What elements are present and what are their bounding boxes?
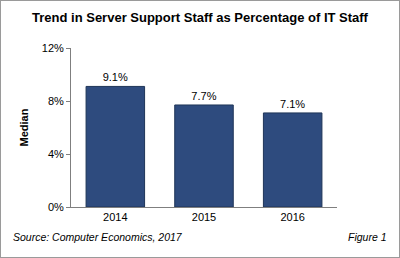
svg-text:12%: 12% — [42, 42, 64, 54]
svg-text:2016: 2016 — [280, 211, 304, 223]
svg-text:7.1%: 7.1% — [280, 98, 305, 110]
svg-text:0%: 0% — [48, 201, 64, 213]
svg-text:Figure 1: Figure 1 — [348, 231, 387, 243]
svg-text:7.7%: 7.7% — [191, 90, 216, 102]
svg-text:Source: Computer Economics, 20: Source: Computer Economics, 2017 — [13, 231, 183, 243]
svg-text:8%: 8% — [48, 95, 64, 107]
svg-text:Median: Median — [18, 108, 30, 146]
svg-text:Trend in Server Support Staff: Trend in Server Support Staff as Percent… — [32, 10, 369, 25]
svg-text:9.1%: 9.1% — [103, 71, 128, 83]
svg-text:2015: 2015 — [192, 211, 216, 223]
svg-text:4%: 4% — [48, 148, 64, 160]
svg-text:2014: 2014 — [103, 211, 127, 223]
